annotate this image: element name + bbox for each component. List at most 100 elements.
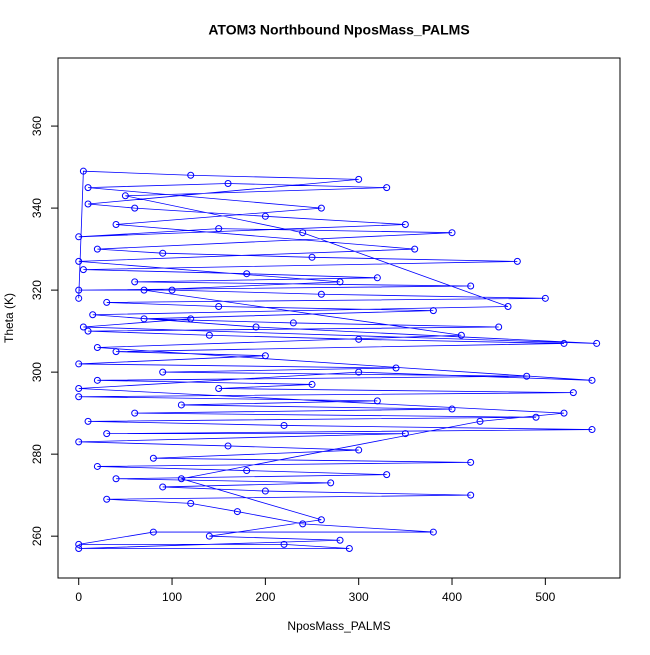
data-point [149, 528, 157, 536]
data-point [84, 200, 92, 208]
data-point [467, 491, 475, 499]
data-point [532, 413, 540, 421]
data-point [187, 171, 195, 179]
data-point [79, 167, 87, 175]
chart-title: ATOM3 Northbound NposMass_PALMS [208, 22, 469, 38]
data-point [215, 303, 223, 311]
data-point [560, 409, 568, 417]
data-point [75, 393, 83, 401]
data-point [401, 220, 409, 228]
data-point [513, 257, 521, 265]
data-point [429, 528, 437, 536]
data-point [261, 212, 269, 220]
data-point [187, 315, 195, 323]
data-point [215, 385, 223, 393]
x-tick-label: 100 [162, 590, 182, 604]
data-point [89, 311, 97, 319]
data-point [560, 339, 568, 347]
data-point [448, 229, 456, 237]
data-point [280, 540, 288, 548]
data-point [112, 348, 120, 356]
x-tick-label: 200 [255, 590, 275, 604]
data-point [93, 245, 101, 253]
data-point [93, 344, 101, 352]
data-point [112, 220, 120, 228]
data-point [317, 290, 325, 298]
data-point [215, 225, 223, 233]
data-point [495, 323, 503, 331]
data-point [84, 327, 92, 335]
data-point [299, 520, 307, 528]
data-point [79, 266, 87, 274]
data-point [224, 442, 232, 450]
data-point [177, 401, 185, 409]
data-point [373, 397, 381, 405]
data-point [75, 385, 83, 393]
y-tick-label: 360 [30, 116, 44, 136]
data-point [317, 204, 325, 212]
x-axis-label: NposMass_PALMS [287, 619, 390, 633]
x-tick-label: 500 [535, 590, 555, 604]
data-point [252, 323, 260, 331]
data-point [355, 175, 363, 183]
data-point [261, 487, 269, 495]
x-tick-label: 300 [349, 590, 369, 604]
data-point [75, 360, 83, 368]
data-point [457, 331, 465, 339]
data-point [336, 536, 344, 544]
data-point [75, 286, 83, 294]
data-point [383, 184, 391, 192]
data-point [131, 409, 139, 417]
data-point [308, 380, 316, 388]
data-point [299, 229, 307, 237]
data-point [79, 323, 87, 331]
data-point [327, 479, 335, 487]
data-point [84, 184, 92, 192]
y-tick-label: 260 [30, 526, 44, 546]
data-point [569, 389, 577, 397]
data-point [448, 405, 456, 413]
data-point [112, 475, 120, 483]
data-point [205, 532, 213, 540]
data-point [345, 544, 353, 552]
y-tick-label: 320 [30, 280, 44, 300]
data-point [588, 376, 596, 384]
data-point [317, 516, 325, 524]
data-point [93, 376, 101, 384]
data-point [177, 475, 185, 483]
data-point [187, 499, 195, 507]
data-point [392, 364, 400, 372]
data-point [467, 282, 475, 290]
data-point [93, 462, 101, 470]
data-point [159, 249, 167, 257]
y-tick-label: 300 [30, 362, 44, 382]
data-point [355, 335, 363, 343]
data-point [75, 540, 83, 548]
data-line [78, 170, 597, 549]
data-point [159, 368, 167, 376]
data-point [429, 307, 437, 315]
data-point [75, 294, 83, 302]
data-point [593, 339, 601, 347]
data-point [75, 438, 83, 446]
data-point [103, 298, 111, 306]
data-point [131, 204, 139, 212]
data-point [75, 233, 83, 241]
data-point [149, 454, 157, 462]
data-point [401, 430, 409, 438]
data-point [588, 426, 596, 434]
data-point [205, 331, 213, 339]
data-point [308, 253, 316, 261]
data-point [159, 483, 167, 491]
data-point [373, 274, 381, 282]
data-point [523, 372, 531, 380]
data-point [541, 294, 549, 302]
data-point [140, 315, 148, 323]
data-point [280, 421, 288, 429]
data-point [224, 179, 232, 187]
data-point [168, 286, 176, 294]
data-point [75, 544, 83, 552]
data-point [336, 278, 344, 286]
